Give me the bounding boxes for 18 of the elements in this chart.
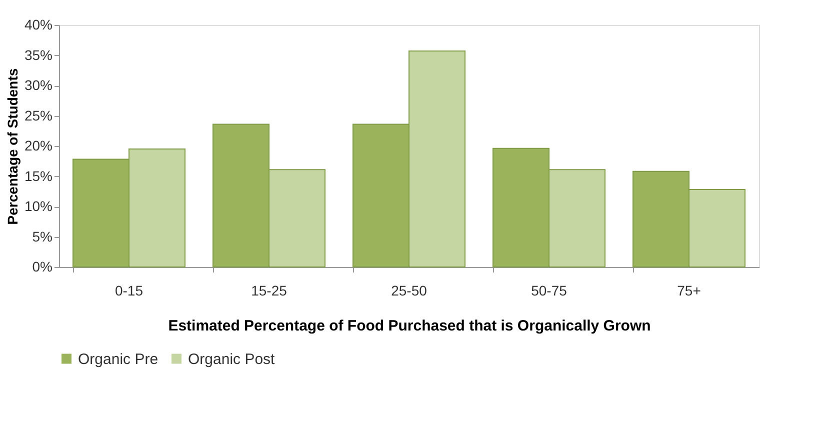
x-tick-label: 25-50: [391, 282, 428, 298]
y-tick-label: 15%: [24, 168, 52, 184]
x-tick-label: 15-25: [251, 282, 288, 298]
legend-label: Organic Post: [188, 350, 276, 368]
x-axis-title: Estimated Percentage of Food Purchased that is Organically Grown: [168, 318, 651, 334]
y-tick-label: 40%: [24, 16, 52, 32]
y-tick-label: 5%: [32, 228, 52, 244]
y-tick-label: 20%: [24, 138, 52, 154]
x-tick-label: 75+: [677, 282, 701, 298]
x-tick-label: 0-15: [114, 282, 144, 298]
y-tick-label: 30%: [24, 77, 52, 93]
legend-label: Organic Pre: [78, 350, 158, 368]
y-tick-label: 35%: [24, 46, 52, 63]
y-axis-title: Percentage of Students: [4, 68, 20, 225]
x-tick-label: 50-75: [531, 282, 568, 298]
y-tick-label: 25%: [24, 107, 52, 124]
y-tick-label: 0%: [32, 258, 52, 274]
y-tick-label: 10%: [24, 198, 52, 214]
